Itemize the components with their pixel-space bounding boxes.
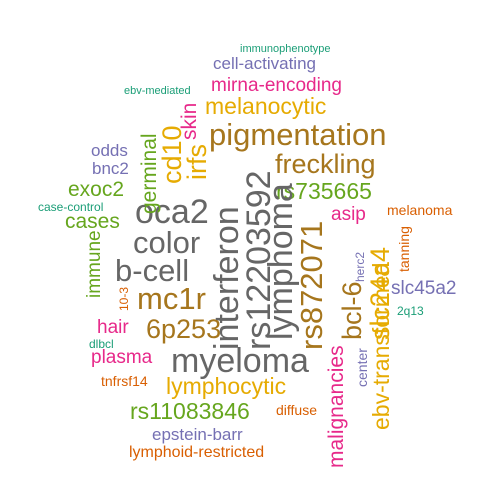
word-odds: odds: [91, 141, 128, 160]
word-rs872071: rs872071: [294, 220, 329, 350]
word-slc45a2: slc45a2: [391, 278, 457, 299]
word-tanning: tanning: [396, 226, 412, 272]
word-interferon: interferon: [208, 206, 246, 350]
word-epstein-barr: epstein-barr: [152, 425, 243, 444]
word-malignancies: malignancies: [325, 345, 348, 468]
word-dlbcl: dlbcl: [89, 337, 114, 351]
word-irfs: irfs: [182, 144, 212, 180]
word-bcl-6: bcl-6: [337, 281, 367, 340]
word-mirna-encoding: mirna-encoding: [211, 75, 342, 96]
word-center: center: [354, 348, 370, 387]
word-melanocytic: melanocytic: [205, 93, 327, 119]
word-bnc2: bnc2: [92, 159, 129, 178]
word-immunophenotype: immunophenotype: [240, 43, 331, 55]
word-cases: cases: [65, 210, 120, 233]
word-myeloma: myeloma: [171, 342, 309, 380]
word-freckling: freckling: [275, 149, 376, 179]
word-melanoma: melanoma: [387, 202, 453, 218]
word-ebv-mediated: ebv-mediated: [124, 85, 191, 97]
word-ebv-transformed: ebv-transformed: [368, 262, 394, 430]
word-asip: asip: [331, 204, 366, 225]
word-hair: hair: [97, 317, 129, 338]
word-diffuse: diffuse: [276, 402, 317, 418]
word-lymphoma: lymphoma: [262, 183, 300, 340]
word-rs735665: rs735665: [276, 178, 372, 204]
word-oca2: oca2: [135, 193, 209, 231]
word-plasma: plasma: [91, 347, 153, 368]
word-pigmentation: pigmentation: [209, 117, 387, 152]
word-immune: immune: [84, 230, 105, 298]
word-tnfrsf14: tnfrsf14: [101, 373, 148, 389]
word-exoc2: exoc2: [68, 178, 125, 201]
word-6p253: 6p253: [146, 314, 222, 344]
word-cell-activating: cell-activating: [213, 54, 316, 73]
word-lymphocytic: lymphocytic: [166, 373, 287, 399]
word-10-3: 10-3: [117, 286, 131, 311]
word-case-control: case-control: [38, 200, 104, 214]
word-lymphoid-restricted: lymphoid-restricted: [129, 444, 265, 461]
word-2q13: 2q13: [397, 304, 424, 318]
word-rs11083846: rs11083846: [130, 398, 250, 424]
word-b-cell: b-cell: [115, 253, 190, 288]
word-color: color: [133, 225, 201, 260]
word-herc2: herc2: [353, 251, 367, 282]
word-mc1r: mc1r: [137, 281, 206, 316]
